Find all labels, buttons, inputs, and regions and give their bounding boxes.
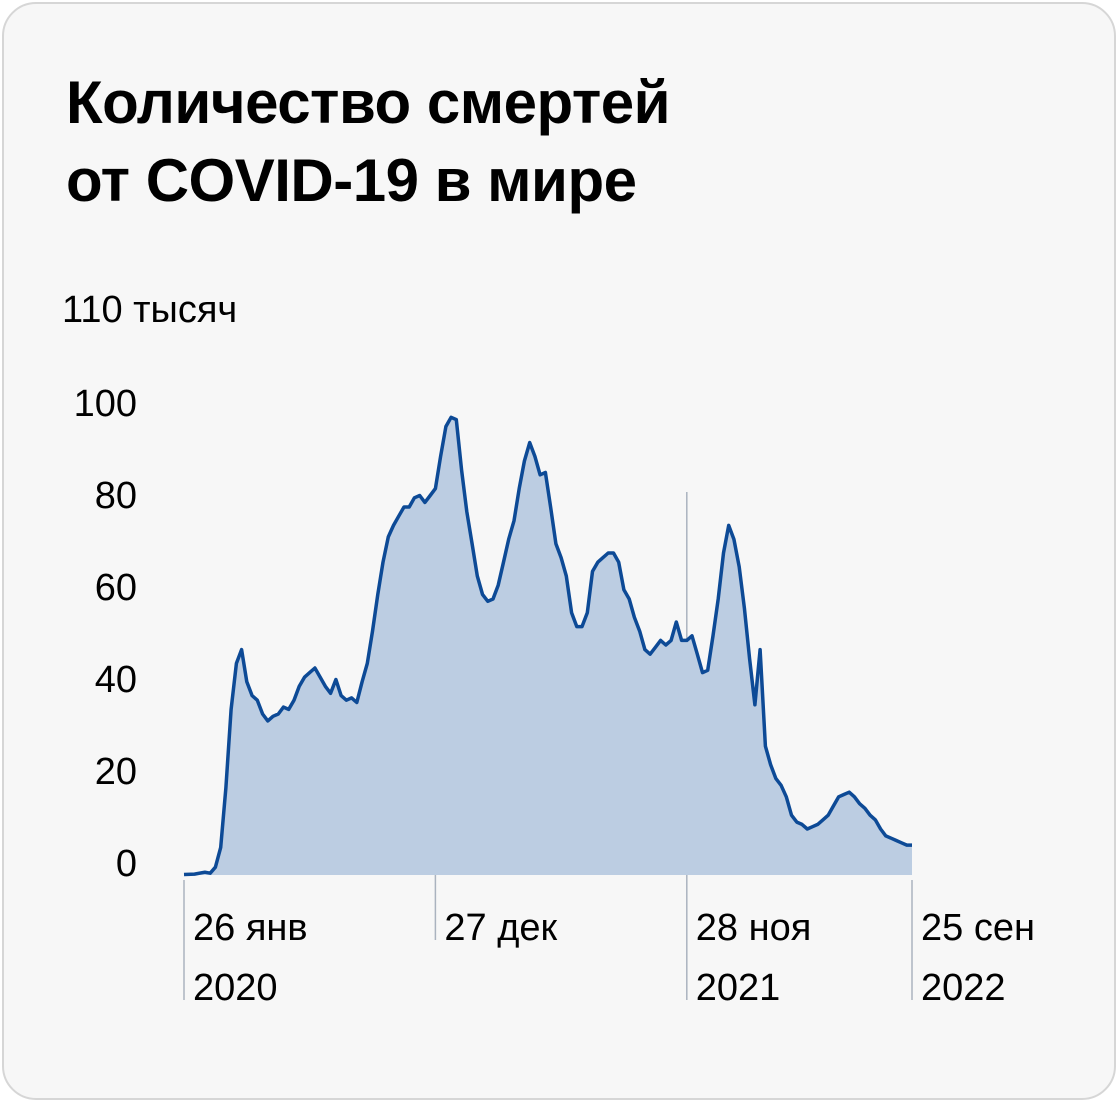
y-tick-label: 60 [95,567,137,609]
chart-title: Количество смертей от COVID-19 в мире [66,64,1066,220]
x-tick-label: 27 дек [444,907,557,949]
y-tick-label: 0 [116,843,137,885]
y-axis-ticks: 0 20 40 60 80 100 [74,383,137,885]
x-tick-label: 2022 [921,967,1006,1009]
x-tick-label: 2021 [696,967,781,1009]
chart-title-line-1: Количество смертей [66,69,670,136]
y-axis-label: 110 тысяч [62,289,237,331]
x-tick-label: 2020 [193,967,278,1009]
x-axis-ticks: 26 янв 2020 27 дек 28 ноя 2021 25 сен 2022 [193,907,1035,1009]
y-tick-label: 40 [95,659,137,701]
y-tick-label: 80 [95,475,137,517]
x-tick-label: 26 янв [193,907,308,949]
x-tick-label: 25 сен [921,907,1035,949]
x-tick-label: 28 ноя [696,907,812,949]
y-tick-label: 20 [95,751,137,793]
y-tick-label: 100 [74,383,137,425]
chart-title-line-2: от COVID-19 в мире [66,147,637,214]
deaths-line [183,415,912,877]
